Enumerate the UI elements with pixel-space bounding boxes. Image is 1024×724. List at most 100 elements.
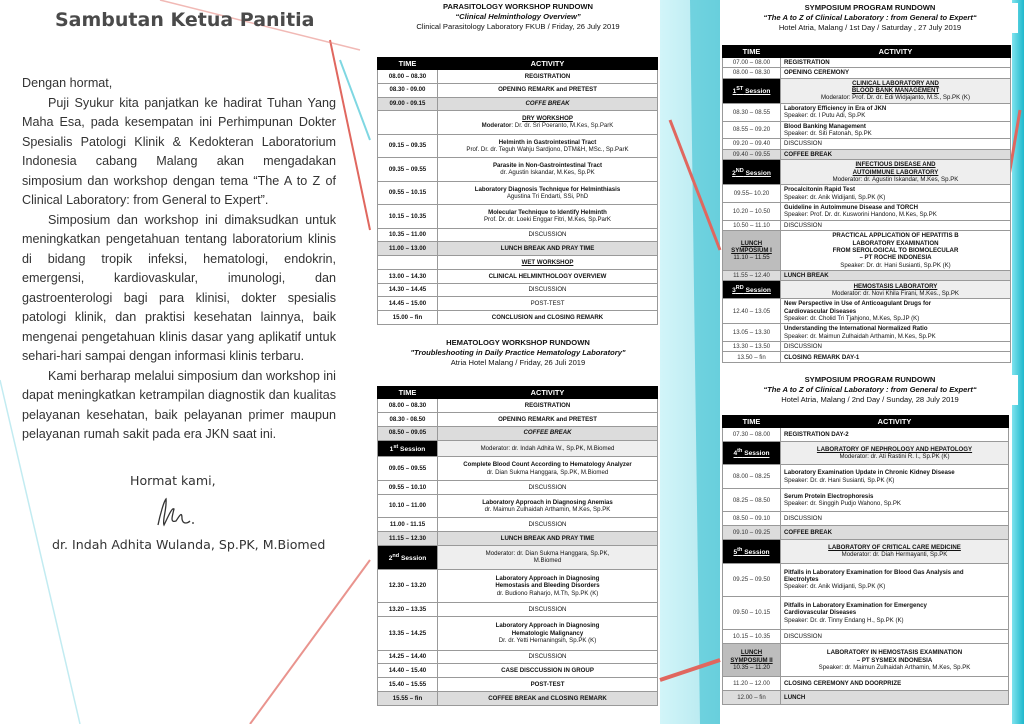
header-row: TIME ACTIVITY — [377, 386, 658, 399]
activity-line: Moderator: dr. Indah Adhita W., Sp.PK, M… — [441, 445, 654, 452]
activity-line: LABORATORY OF NEPHROLOGY AND HEPATOLOGY — [784, 446, 1005, 453]
table-row: DRY WORKSHOP Moderator: Dr. dr. Sri Poera… — [377, 110, 658, 135]
activity-cell: COFFE BREAK — [437, 96, 658, 112]
table-row: 09.20 – 09.40 DISCUSSION — [722, 138, 1011, 150]
activity-line: Hemostasis and Bleeding Disorders — [441, 582, 654, 589]
activity-line: POST-TEST — [441, 300, 654, 307]
table-row: 11.00 – 13.00 LUNCH BREAK AND PRAY TIME — [377, 241, 658, 257]
time-cell: 08.30 – 08.55 — [722, 102, 781, 122]
time-cell: 13.30 – 13.50 — [722, 341, 781, 353]
time-cell: 12.00 – fin — [722, 690, 781, 705]
parasitology-rundown: PARASITOLOGY WORKSHOP RUNDOWN “Clinical H… — [376, 2, 660, 32]
activity-text: DISCUSSION — [528, 483, 567, 491]
activity-text: dr. Agustin Iskandar, M.Kes, Sp.PK — [500, 169, 595, 177]
session-word: Session — [398, 445, 426, 453]
activity-text: Prof. Dr. dr. Loeki Enggar Fitri, M.Kes,… — [483, 216, 611, 224]
activity-text: Laboratory Approach in Diagnosing — [495, 622, 600, 630]
session-word: Session — [399, 554, 427, 562]
activity-cell: INFECTIOUS DISEASE AND AUTOIMMUNE LABORAT… — [780, 159, 1011, 186]
header-row: TIME ACTIVITY — [377, 57, 658, 70]
activity-text: Laboratory Examination Update in Chronic… — [784, 469, 955, 477]
activity-text: Blood Banking Management — [784, 122, 866, 130]
activity-text: Speaker: dr. Anik Widijanti, Sp.PK (K) — [784, 583, 886, 591]
lunch-time: 11.10 – 11.55 — [733, 254, 770, 262]
activity-text: BLOOD BANK MANAGEMENT — [851, 87, 940, 95]
activity-cell: REGISTRATION — [437, 398, 658, 413]
activity-text: Moderator: dr. Diah Hermayanti, Sp.PK — [841, 551, 948, 559]
activity-text: COFFEE BREAK and CLOSING REMARK — [488, 694, 607, 702]
table-row: 09.15 – 09.35 Helminth in Gastrointestina… — [377, 133, 658, 159]
time-cell: 14.25 – 14.40 — [377, 649, 438, 665]
time-cell: 11.00 - 11.15 — [377, 517, 438, 533]
activity-text: LABORATORY IN HEMOSTASIS EXAMINATION — [826, 649, 963, 657]
activity-line: OPENING REMARK and PRETEST — [441, 86, 654, 93]
time-header: TIME — [722, 415, 781, 428]
activity-line: Speaker: dr. Siti Fatonah, Sp.PK — [784, 130, 1007, 137]
activity-line: CLOSING CEREMONY AND DOORPRIZE — [784, 680, 1005, 687]
activity-text: New Perspective in Use of Anticoagulant … — [784, 300, 932, 308]
table-row: 11.00 - 11.15 DISCUSSION — [377, 517, 658, 533]
time-cell: 09.55– 10.20 — [722, 184, 781, 204]
activity-line: DISCUSSION — [784, 222, 1007, 229]
activity-line: Speaker: dr. Maimun Zulhaidah Arthamin, … — [784, 333, 1007, 340]
activity-cell: Guideline in Autoimmune Disease and TORC… — [780, 202, 1011, 221]
activity-text: dr. Dian Sukma Hanggara, Sp.PK, M.Biomed — [486, 468, 609, 476]
time-cell: 08.00 – 08.25 — [722, 464, 781, 489]
activity-line: Complete Blood Count According to Hemato… — [441, 461, 654, 468]
activity-text: Laboratory Approach in Diagnosing Anemia… — [482, 498, 613, 506]
activity-text: Complete Blood Count According to Hemato… — [463, 461, 632, 469]
activity-line: AUTOIMMUNE LABORATORY — [784, 169, 1007, 176]
activity-line: Speaker: Dr. dr. Hani Susianti, Sp.PK (K… — [784, 262, 1007, 269]
activity-cell: OPENING CEREMONY — [780, 67, 1011, 79]
table-row: 07.00 – 08.00 REGISTRATION — [722, 56, 1011, 69]
time-cell: 08.00 – 08.30 — [722, 67, 781, 79]
symposium-day2-rundown: SYMPOSIUM PROGRAM RUNDOWN “The A to Z of … — [722, 375, 1018, 405]
table-row: LUNCH SYMPOSIUM I 11.10 – 11.55 PRACTICAL A… — [722, 230, 1011, 272]
activity-line: dr. Agustin Iskandar, M.Kes, Sp.PK — [441, 169, 654, 176]
table-row: 09.00 - 09.15 COFFE BREAK — [377, 96, 658, 112]
activity-text: CASE DISCCUSSION IN GROUP — [501, 667, 594, 675]
activity-text: Speaker: dr. Cholid Tri Tjahjono, M.Kes,… — [784, 314, 920, 322]
lunch-symposium-label: LUNCH SYMPOSIUM I 11.10 – 11.55 — [722, 230, 781, 272]
activity-cell: DISCUSSION — [437, 517, 658, 533]
table-row: 13.05 – 13.30 Understanding the Internati… — [722, 323, 1011, 343]
activity-text: REGISTRATION — [524, 72, 571, 80]
activity-text: Agustina Tri Endarti, SSi, PhD — [506, 192, 589, 200]
activity-line: INFECTIOUS DISEASE AND — [784, 161, 1007, 168]
time-cell: 08.50 – 09.05 — [377, 425, 438, 441]
table-row: 08.25 – 08.50 Serum Protein Electrophores… — [722, 487, 1009, 513]
activity-line: Helminth in Gastrointestinal Tract — [441, 139, 654, 146]
time-cell: 10.10 – 11.00 — [377, 493, 438, 519]
session-number: 5 — [733, 548, 738, 556]
activity-line: CONCLUSION and CLOSING REMARK — [441, 314, 654, 321]
letter-closing: Hormat kami, — [130, 472, 216, 488]
activity-text: LABORATORY OF CRITICAL CARE MEDICINE — [828, 544, 961, 552]
session-ordinal: st — [393, 443, 399, 450]
activity-cell: REGISTRATION — [780, 56, 1011, 69]
table-row: 08.50 – 09.05 COFFEE BREAK — [377, 425, 658, 441]
session-number: 2 — [388, 554, 393, 562]
activity-text: DISCUSSION — [784, 515, 822, 523]
activity-line: DISCUSSION — [784, 343, 1007, 350]
activity-text: DISCUSSION — [528, 606, 567, 614]
activity-text: Cardiovascular Diseases — [784, 307, 857, 315]
activity-text: Speaker: Dr. dr. Hani Susianti, Sp.PK (K… — [840, 261, 951, 269]
activity-header: ACTIVITY — [437, 57, 658, 70]
time-cell: 08.00 – 08.30 — [377, 69, 438, 84]
activity-text: POST-TEST — [530, 681, 565, 689]
activity-line: PRACTICAL APPLICATION OF HEPATITIS B — [784, 232, 1007, 239]
activity-cell: POST-TEST — [437, 296, 658, 312]
time-cell: 15.40 – 15.55 — [377, 677, 438, 693]
table-row: 10.10 – 11.00 Laboratory Approach in Diag… — [377, 493, 658, 519]
activity-line: FROM SEROLOGICAL TO BIOMOLECULAR — [784, 247, 1007, 254]
table-row: 2ND Session INFECTIOUS DISEASE AND AUTOIMM… — [722, 159, 1011, 186]
activity-line: Speaker: dr. Singgih Pudjo Wahono, Sp.PK — [784, 500, 1005, 507]
session-label: 2ND Session — [722, 159, 781, 186]
table-row: 09.50 – 10.15 Pitfalls in Laboratory Exam… — [722, 595, 1009, 631]
activity-text: Pitfalls in Laboratory Examination for B… — [784, 568, 964, 576]
time-cell — [377, 110, 438, 135]
table-row: 08.00 – 08.30 REGISTRATION — [377, 69, 658, 84]
table-row: 15.55 – fin COFFEE BREAK and CLOSING REMA… — [377, 691, 658, 706]
activity-line: Speaker: Dr. dr. Hani Susianti, Sp.PK (K… — [784, 477, 1005, 484]
section-info: Hotel Atria, Malang / 1st Day / Saturday… — [778, 23, 962, 32]
